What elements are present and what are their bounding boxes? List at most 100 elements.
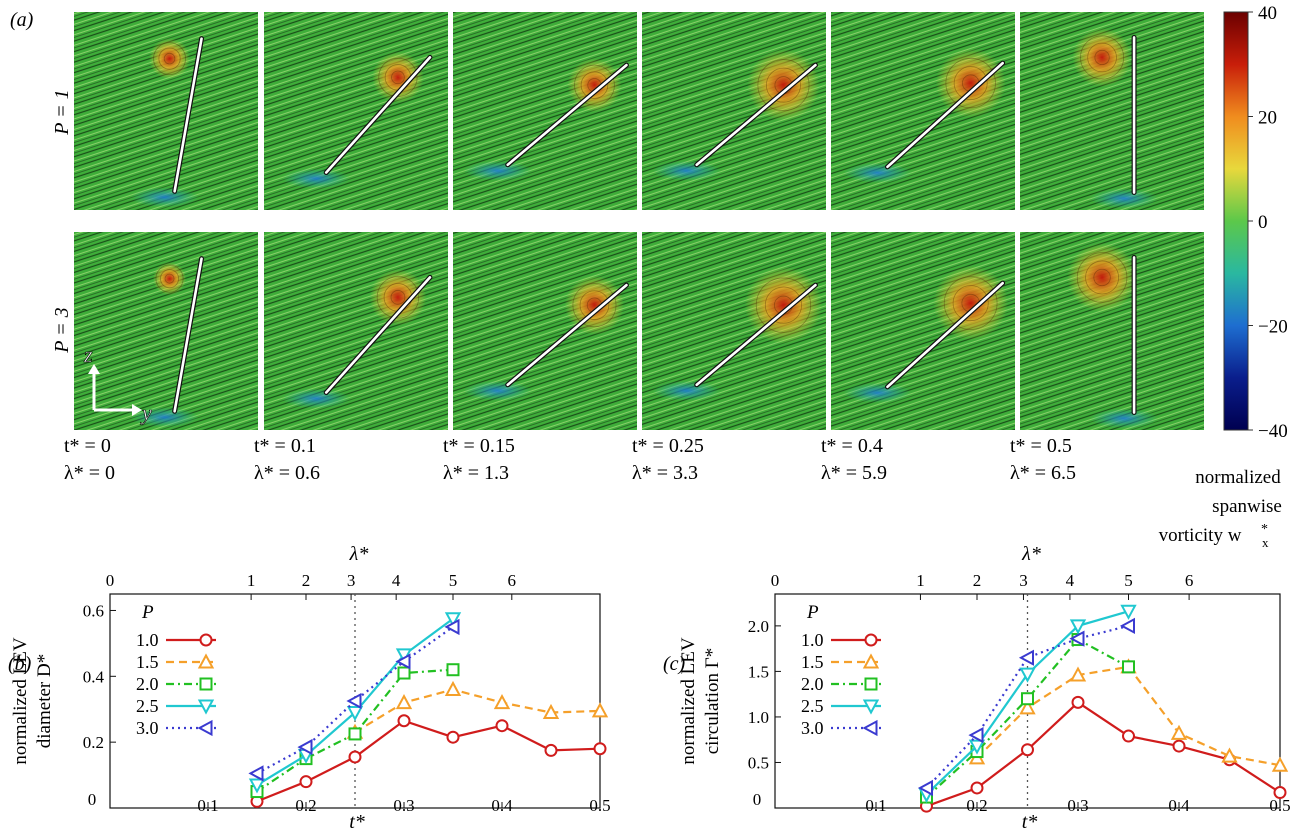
panel-b: (b) 0 0.1 0.2 0.3 0.4 0.5 t* 0.2 0.4 0.6 normalized…	[8, 543, 611, 829]
legend-entry: 2.0	[136, 674, 159, 694]
x-tick-label: 0.5	[589, 796, 610, 815]
panel-c: (c)0 0.1 0.2 0.3 0.4 0.5t*0.51.01.52.0normali…	[663, 543, 1291, 829]
column-t-label: t* = 0.25	[632, 435, 704, 457]
data-point	[1071, 695, 1085, 709]
flow-panel	[453, 232, 637, 430]
legend-entry: 1.5	[801, 652, 824, 672]
lev-vortex	[149, 38, 191, 80]
vortex-streamline	[765, 67, 801, 103]
data-point	[864, 677, 878, 691]
legend-entry: 2.5	[136, 696, 159, 716]
series-line	[925, 624, 1129, 789]
series-1.5	[346, 680, 609, 739]
flow-panel	[74, 232, 258, 430]
colorbar-tick-label: −40	[1258, 421, 1288, 442]
vortex-streamline	[945, 57, 996, 109]
panel-a: (a) P = 1 P = 3 t* = 0 λ* = 0 t* = 0.1 λ* =…	[10, 3, 1288, 550]
y-tick-label: 2.0	[748, 617, 769, 636]
plate	[173, 37, 203, 193]
flow-panel	[74, 12, 258, 210]
shear-layer	[652, 380, 721, 401]
data-point	[593, 742, 607, 756]
data-point	[397, 714, 411, 728]
plate	[173, 257, 203, 413]
series-3.0	[248, 618, 460, 782]
series-3.0	[917, 617, 1135, 797]
shear-layer	[282, 168, 351, 189]
lev-vortex	[567, 58, 622, 113]
x-tick-label: 0.3	[1067, 796, 1088, 815]
vortex-streamline	[580, 71, 609, 99]
data-point	[1122, 729, 1135, 743]
shear-layer	[130, 407, 199, 428]
column-t-label: t* = 0.5	[1010, 435, 1072, 457]
data-point	[1021, 692, 1034, 706]
flow-panel	[831, 12, 1015, 210]
legend: P 1.01.52.02.53.0	[136, 602, 216, 738]
y-tick-label: 1.5	[748, 662, 769, 681]
legend-title: P	[806, 602, 819, 623]
column-lambda-label: λ* = 0	[64, 462, 115, 484]
x-tick-label: 0.4	[491, 796, 513, 815]
y-tick-label: 0.2	[83, 733, 104, 752]
data-point	[968, 726, 984, 744]
column-lambda-label: λ* = 1.3	[443, 462, 509, 484]
panel-label: (c)	[663, 653, 686, 675]
lev-vortex	[935, 48, 1006, 118]
top-tick-label: 5	[1124, 571, 1133, 590]
data-point	[968, 739, 986, 755]
column-lambda-label: λ* = 0.6	[254, 462, 320, 484]
data-point	[544, 743, 558, 757]
x-tick-label: 0.2	[295, 796, 316, 815]
column-lambda-label: λ* = 6.5	[1010, 462, 1076, 484]
colorbar-label-sup: *	[1261, 522, 1268, 537]
data-point	[1021, 743, 1034, 757]
x-tick-label: 0.3	[393, 796, 414, 815]
legend-entry: 3.0	[136, 718, 159, 738]
row-label-p3: P = 3	[51, 307, 73, 353]
top-tick-label: 3	[1019, 571, 1028, 590]
top-tick-label: 3	[347, 571, 356, 590]
z-axis-arrowhead	[88, 364, 100, 374]
data-point	[1119, 617, 1135, 635]
y-axis-label: diameter D*	[34, 654, 55, 748]
vortex-streamline	[1080, 35, 1125, 80]
data-point	[1019, 667, 1036, 683]
lev-vortex	[1072, 27, 1132, 88]
row-label-p1: P = 1	[51, 89, 73, 135]
legend-entry: 3.0	[801, 718, 824, 738]
x-tick-label: 0	[88, 790, 97, 809]
y-tick-label: 1.0	[748, 708, 769, 727]
shear-layer	[282, 388, 351, 409]
colorbar-tick-label: 0	[1258, 212, 1268, 233]
top-axis-label: λ*	[1021, 543, 1041, 565]
legend-entry: 2.0	[801, 674, 824, 694]
y-axis-label: circulation Γ*	[702, 648, 723, 754]
panel-label: (b)	[8, 653, 32, 675]
plate	[506, 63, 628, 167]
data-point	[346, 692, 362, 710]
vortex-streamline	[572, 283, 617, 328]
y-axis-label: normalized LEV	[10, 637, 31, 764]
shear-layer	[843, 382, 912, 403]
vortex-streamline	[1076, 252, 1128, 303]
x-axis-label: t*	[349, 811, 365, 829]
data-point	[591, 702, 609, 718]
data-point	[1019, 699, 1036, 715]
data-point	[1120, 604, 1137, 620]
data-point	[1069, 630, 1085, 647]
top-tick-label: 5	[449, 571, 458, 590]
top-tick-label: 1	[916, 571, 925, 590]
vortex-streamline	[755, 277, 812, 333]
plate	[886, 281, 1004, 389]
legend-title: P	[141, 602, 154, 623]
top-tick-label: 2	[973, 571, 982, 590]
x-tick-label: 0.1	[197, 796, 218, 815]
lev-vortex	[564, 275, 625, 335]
data-point	[348, 727, 362, 741]
data-point	[1122, 660, 1135, 674]
colorbar-tick-label: 40	[1258, 3, 1277, 24]
data-point	[197, 719, 213, 737]
data-point	[542, 703, 560, 720]
lev-vortex	[369, 269, 427, 326]
